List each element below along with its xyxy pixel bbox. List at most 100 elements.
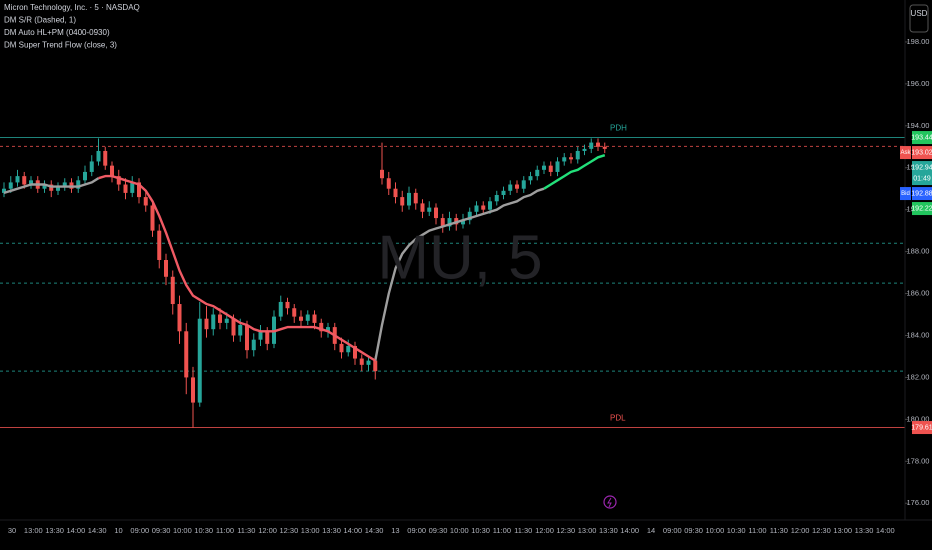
candle-body [312, 314, 317, 323]
x-tick-label: 11:30 [770, 526, 788, 535]
candle-body [602, 146, 607, 149]
y-tick-label: 198.00 [907, 37, 930, 46]
candle-body [359, 358, 364, 365]
price-badge [912, 161, 932, 186]
x-tick-label: 14:30 [365, 526, 384, 535]
x-tick-label: 10:00 [706, 526, 725, 535]
watermark: MU, 5 [377, 223, 542, 292]
x-tick-label: 11:00 [493, 526, 511, 535]
legend-line: DM Auto HL+PM (0400-0930) [4, 28, 110, 37]
legend-line: Micron Technology, Inc. · 5 · NASDAQ [4, 3, 140, 12]
candle-body [440, 218, 445, 227]
legend: Micron Technology, Inc. · 5 · NASDAQ DM S… [4, 3, 140, 50]
candle-body [76, 180, 81, 189]
price-badge-value: 192.94 [911, 164, 932, 171]
price-badge [912, 202, 932, 216]
candle-body [407, 192, 411, 206]
candle-body [548, 165, 553, 172]
candle-body [575, 150, 580, 160]
candle-body [137, 182, 141, 198]
candle-body [245, 325, 249, 351]
candle-body [339, 343, 344, 353]
price-badge-tag [900, 187, 911, 201]
event-icon-bolt [607, 497, 612, 508]
x-tick-label: 12:30 [812, 526, 831, 535]
x-tick-label: 30 [8, 526, 16, 535]
x-tick-label: 13:00 [833, 526, 852, 535]
x-tick-label: 11:00 [748, 526, 766, 535]
candle-body [22, 176, 27, 185]
candle-body [346, 345, 351, 353]
candle-body [89, 161, 94, 172]
candle-body [170, 276, 175, 305]
candle-body [103, 150, 108, 166]
event-icon[interactable] [603, 495, 617, 509]
candle-body [285, 301, 290, 309]
candle-body [8, 182, 13, 189]
candle-body [2, 188, 6, 193]
x-tick-label: 09:00 [130, 526, 149, 535]
x-tick-label: 10 [114, 526, 122, 535]
countdown: 01:49 [913, 175, 931, 182]
candle-body [265, 331, 270, 344]
x-tick-label: 12:30 [556, 526, 575, 535]
price-badge [912, 131, 932, 145]
candle-body [211, 314, 216, 330]
legend-line: DM Super Trend Flow (close, 3) [4, 41, 117, 50]
candle-body [278, 301, 283, 317]
candle-body [204, 318, 209, 330]
x-tick-label: 14:00 [876, 526, 895, 535]
candle-body [427, 207, 432, 212]
price-badge-tag [900, 146, 911, 160]
price-badge-tag-label: Ask [900, 150, 911, 156]
x-tick-label: 12:00 [258, 526, 277, 535]
candle-body [420, 203, 425, 212]
y-tick-label: 194.00 [907, 121, 930, 130]
candle-body [400, 197, 405, 206]
candle-body [96, 150, 101, 162]
y-tick-label: 180.00 [907, 414, 930, 423]
candle-body [386, 178, 391, 189]
candle-body [589, 142, 594, 149]
candle-body [110, 165, 114, 177]
x-tick-label: 13:30 [599, 526, 618, 535]
currency[interactable]: USD [911, 9, 928, 18]
x-tick-label: 09:30 [429, 526, 448, 535]
candle-body [56, 186, 60, 191]
candle-body [258, 331, 263, 340]
candle-body [596, 142, 600, 147]
candle-body [521, 180, 526, 189]
candle-body [305, 314, 310, 321]
price-badge-value: 193.02 [911, 149, 932, 156]
x-tick-label: 14:00 [67, 526, 86, 535]
candle-body [508, 184, 513, 191]
candle-body [373, 360, 378, 372]
candle-body [292, 308, 297, 317]
plot-area: PDH PDL [0, 124, 905, 429]
candle-body [542, 165, 546, 170]
price-badge [912, 421, 932, 435]
x-tick-label: 14:00 [620, 526, 639, 535]
candle-body [123, 184, 128, 193]
candle-body [238, 325, 243, 336]
x-tick-label: 13:30 [45, 526, 64, 535]
candle-body [130, 182, 135, 193]
trend-line [543, 154, 606, 190]
y-tick-label: 184.00 [907, 330, 930, 339]
x-tick-label: 10:30 [471, 526, 490, 535]
x-tick-label: 11:00 [216, 526, 234, 535]
candle-body [326, 327, 330, 332]
x-tick-label: 14:00 [343, 526, 362, 535]
price-badge-tag-label: Bid [901, 191, 910, 197]
currency-button[interactable] [909, 4, 929, 33]
x-tick-label: 09:30 [684, 526, 703, 535]
candle-body [218, 314, 222, 323]
candle-body [366, 360, 371, 365]
y-tick-label: 186.00 [907, 289, 930, 298]
y-tick-label: 176.00 [907, 498, 930, 507]
candle-body [562, 157, 567, 162]
x-tick-label: 10:00 [450, 526, 469, 535]
candle-body [150, 205, 155, 231]
candle-body [83, 171, 87, 181]
